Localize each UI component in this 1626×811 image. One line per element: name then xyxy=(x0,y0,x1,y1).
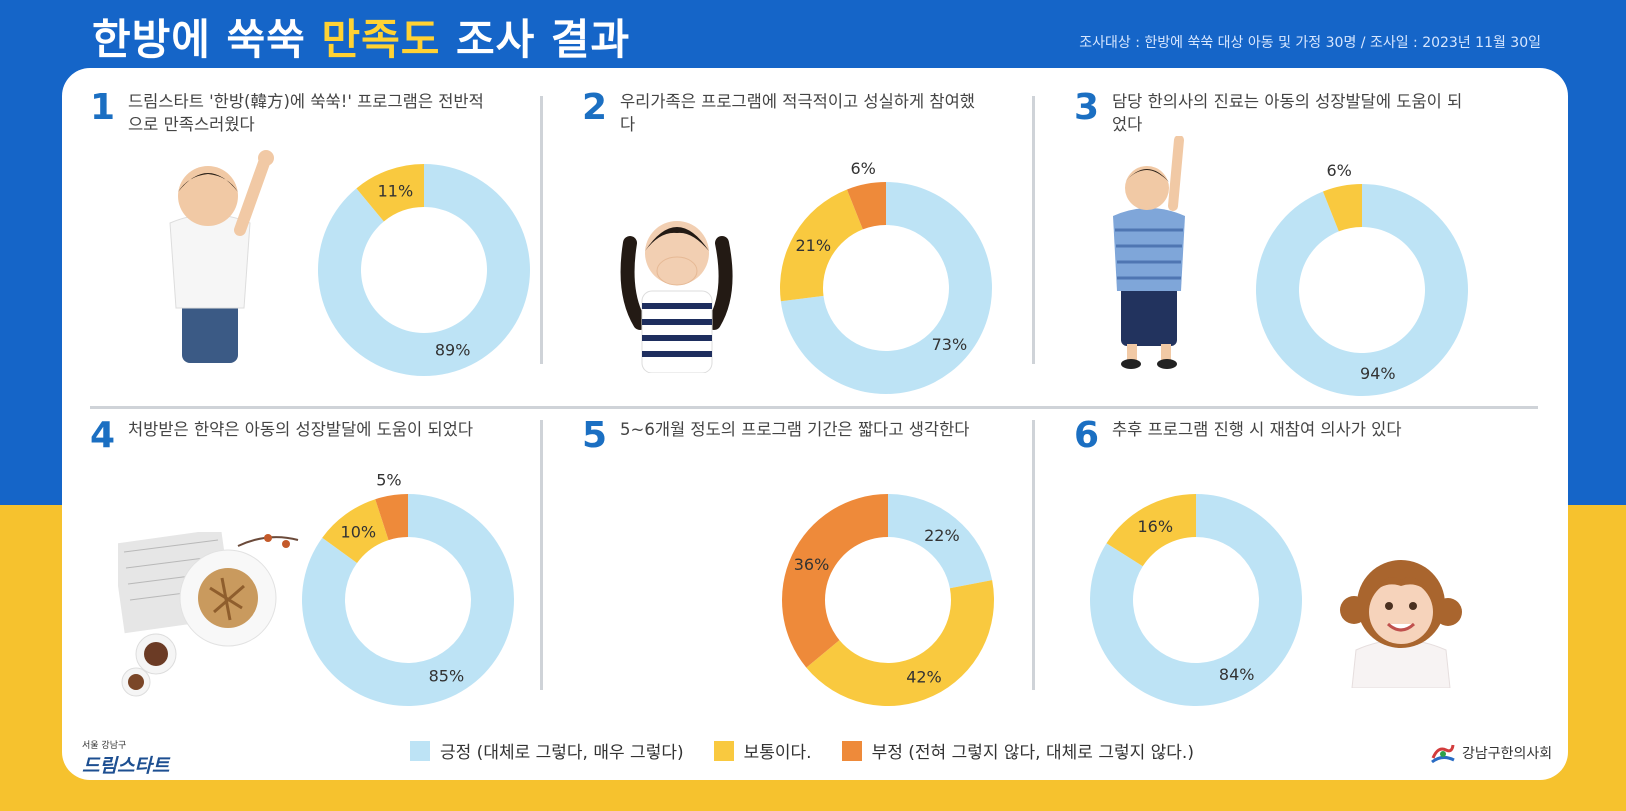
legend-item-neutral: 보통이다. xyxy=(713,738,812,763)
question-panel-6: 6 추후 프로그램 진행 시 재참여 의사가 있다 84% 16% xyxy=(1074,416,1552,716)
logo-district-text: 서울 강남구 xyxy=(82,741,127,751)
question-number: 1 xyxy=(90,87,116,128)
vertical-divider-4 xyxy=(1032,420,1035,690)
donut-chart-6: 84% 16% xyxy=(1090,494,1302,706)
survey-info: 조사대상 : 한방에 쑥쑥 대상 아동 및 가정 30명 / 조사일 : 202… xyxy=(1079,35,1541,51)
donut-slice-positive xyxy=(318,164,530,377)
question-text: 추후 프로그램 진행 시 재참여 의사가 있다 xyxy=(1112,420,1402,439)
data-label-neutral: 16% xyxy=(1138,517,1174,536)
herbal-medicine-photo xyxy=(112,528,308,697)
question-number: 2 xyxy=(582,87,608,128)
donut-chart-2: 73% 21% 6% xyxy=(780,159,992,394)
data-label-negative: 6% xyxy=(850,159,875,178)
page-title: 한방에 쑥쑥 만족도 조사 결과 xyxy=(92,6,630,67)
horizontal-divider xyxy=(90,406,1538,409)
data-label-neutral: 11% xyxy=(378,181,414,200)
vertical-divider-3 xyxy=(540,420,543,690)
title-accent: 만족도 xyxy=(321,15,441,64)
data-label-neutral: 42% xyxy=(906,667,942,686)
data-label-neutral: 6% xyxy=(1326,161,1351,180)
question-text: 드림스타트 '한방(韓方)에 쑥쑥!' 프로그램은 전반적으로 만족스러웠다 xyxy=(128,92,484,134)
question-panel-1: 1 드림스타트 '한방(韓方)에 쑥쑥!' 프로그램은 전반적으로 만족스러웠다… xyxy=(90,88,568,388)
data-label-positive: 22% xyxy=(924,526,960,545)
question-panel-4: 4 처방받은 한약은 아동의 성장발달에 도움이 되었다 85% 10% 5% xyxy=(90,416,568,716)
donut-chart-4: 85% 10% 5% xyxy=(302,471,514,706)
question-panel-5: 5 5~6개월 정도의 프로그램 기간은 짧다고 생각한다 22% 42% 36% xyxy=(582,416,1060,716)
association-name: 강남구한의사회 xyxy=(1462,746,1553,762)
question-text: 처방받은 한약은 아동의 성장발달에 도움이 되었다 xyxy=(128,420,474,439)
question-number: 3 xyxy=(1074,87,1100,128)
question-number: 4 xyxy=(90,415,116,456)
vertical-divider-1 xyxy=(540,96,543,364)
donut-slice-negative xyxy=(375,494,408,541)
legend-item-positive: 긍정 (대체로 그렇다, 매우 그렇다) xyxy=(410,738,684,763)
child-photo xyxy=(1336,540,1466,689)
title-part1: 한방에 쑥쑥 xyxy=(92,15,322,64)
data-label-positive: 94% xyxy=(1360,364,1396,383)
donut-slice-neutral xyxy=(322,499,389,563)
child-photo xyxy=(612,203,742,374)
question-panel-3: 3 담당 한의사의 진료는 아동의 성장발달에 도움이 되었다 94% 6% xyxy=(1074,87,1552,396)
child-photo xyxy=(140,148,280,363)
question-text: 5~6개월 정도의 프로그램 기간은 짧다고 생각한다 xyxy=(620,420,970,439)
logo-brand-text: 드림스타트 xyxy=(82,755,170,777)
legend-swatch-positive xyxy=(410,740,430,761)
data-label-positive: 89% xyxy=(435,341,471,360)
donut-chart-3: 94% 6% xyxy=(1256,161,1468,396)
association-emblem-icon xyxy=(1431,744,1455,764)
legend-label-positive: 긍정 (대체로 그렇다, 매우 그렇다) xyxy=(440,743,684,763)
association-logo: 강남구한의사회 xyxy=(1430,740,1552,766)
question-text: 우리가족은 프로그램에 적극적이고 성실하게 참여했다 xyxy=(620,92,975,134)
donut-slice-positive xyxy=(888,494,993,589)
question-number: 5 xyxy=(582,415,608,456)
legend-swatch-neutral xyxy=(713,740,734,761)
data-label-negative: 36% xyxy=(794,555,830,574)
question-number: 6 xyxy=(1074,415,1100,456)
data-label-neutral: 10% xyxy=(341,523,377,542)
donut-slice-negative xyxy=(782,494,888,668)
data-label-positive: 73% xyxy=(932,335,968,354)
child-photo xyxy=(1099,135,1199,371)
donut-slice-positive xyxy=(780,182,992,394)
data-label-positive: 84% xyxy=(1219,665,1255,684)
donut-slice-positive xyxy=(1090,494,1302,706)
donut-slice-neutral xyxy=(356,164,424,222)
legend-swatch-negative xyxy=(841,740,862,761)
donut-slice-positive xyxy=(302,494,514,706)
donut-slice-negative xyxy=(846,182,886,230)
results-card: 1 드림스타트 '한방(韓方)에 쑥쑥!' 프로그램은 전반적으로 만족스러웠다… xyxy=(62,68,1568,780)
vertical-divider-2 xyxy=(1032,96,1035,364)
legend-item-negative: 부정 (전혀 그렇지 않다, 대체로 그렇지 않다.) xyxy=(841,738,1194,763)
question-text: 담당 한의사의 진료는 아동의 성장발달에 도움이 되었다 xyxy=(1112,92,1463,134)
donut-slice-neutral xyxy=(1106,494,1196,567)
data-label-neutral: 21% xyxy=(795,236,831,255)
legend-label-negative: 부정 (전혀 그렇지 않다, 대체로 그렇지 않다.) xyxy=(871,743,1194,763)
legend: 긍정 (대체로 그렇다, 매우 그렇다) 보통이다. 부정 (전혀 그렇지 않다… xyxy=(410,738,1224,763)
question-panel-2: 2 우리가족은 프로그램에 적극적이고 성실하게 참여했다 73% 21% 6% xyxy=(582,87,1060,394)
donut-chart-1: 89% 11% xyxy=(318,164,530,377)
data-label-negative: 5% xyxy=(376,471,401,490)
legend-label-neutral: 보통이다. xyxy=(743,743,812,763)
data-label-positive: 85% xyxy=(429,666,465,685)
donut-slice-neutral xyxy=(1322,184,1362,232)
donut-slice-neutral xyxy=(780,189,863,302)
title-part2: 조사 결과 xyxy=(440,15,631,64)
dreamstart-logo: 서울 강남구 드림스타트 xyxy=(82,738,172,777)
donut-slice-positive xyxy=(1256,184,1468,396)
donut-chart-5: 22% 42% 36% xyxy=(782,494,994,706)
donut-slice-neutral xyxy=(806,580,994,706)
